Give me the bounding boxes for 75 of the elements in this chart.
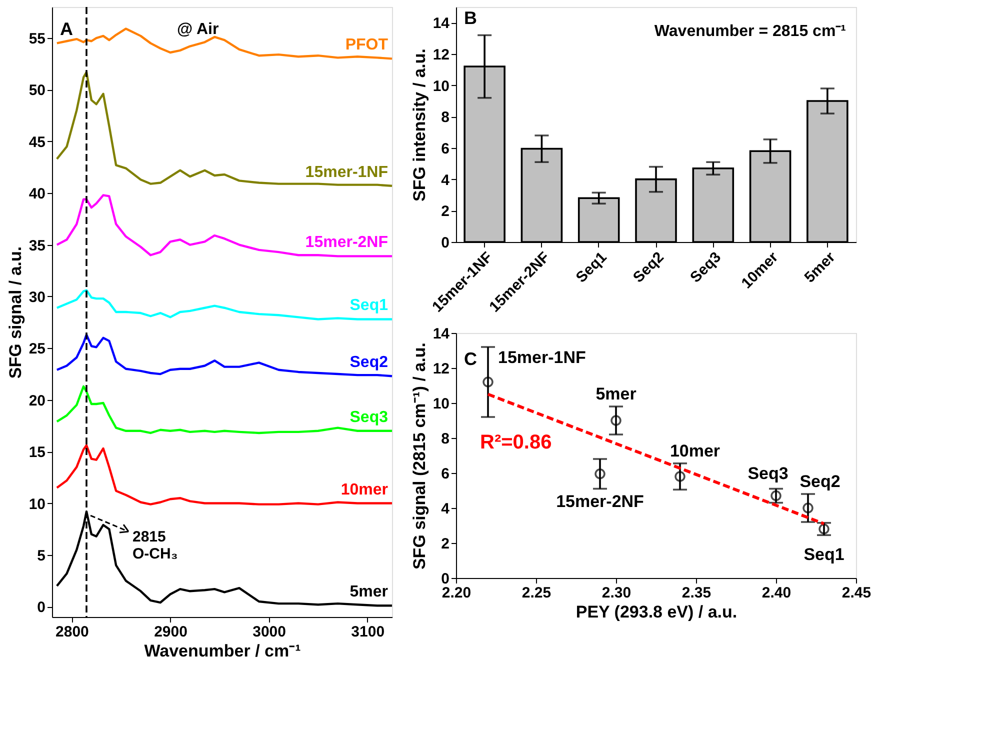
- y-tick-label: 8: [441, 109, 450, 126]
- y-tick-label: 12: [432, 46, 450, 64]
- y-tick-label: 10: [432, 396, 450, 412]
- y-tick-label: 15: [28, 444, 46, 462]
- annotation: Seq1: [804, 545, 844, 564]
- y-tick-label: 55: [28, 30, 46, 48]
- x-tick-label: 2.40: [762, 584, 792, 602]
- line-series: [56, 385, 394, 434]
- x-tick-label: 2.35: [682, 584, 712, 602]
- point: [594, 468, 606, 480]
- annotation: C: [464, 349, 477, 369]
- x-tick-label: 2.30: [602, 584, 632, 602]
- y-tick-label: 0: [441, 234, 450, 252]
- point: [802, 502, 814, 514]
- y-tick-label: 4: [441, 172, 450, 189]
- y-tick-label: 10: [28, 496, 46, 513]
- annotation: @ Air: [177, 21, 219, 38]
- annotation: 15mer-1NF: [498, 348, 586, 367]
- line-series: [56, 289, 394, 320]
- x-tick-label: 2.45: [842, 584, 872, 602]
- y-tick-label: 40: [28, 186, 46, 203]
- series-label: 15mer-2NF: [305, 234, 388, 252]
- x-tick-label: 2800: [56, 624, 89, 640]
- y-axis-title: SFG intensity / a.u.: [410, 48, 429, 202]
- annotation: 2815 O-CH₃: [132, 528, 178, 563]
- x-tick-label: 2.25: [522, 584, 552, 602]
- series-label: Seq2: [350, 354, 388, 372]
- annotation: B: [464, 8, 477, 28]
- series-label: PFOT: [345, 36, 388, 54]
- point: [674, 471, 686, 482]
- annotation: Wavenumber = 2815 cm⁻¹: [654, 23, 846, 40]
- y-tick-label: 14: [432, 15, 450, 32]
- annotation: 10mer: [670, 442, 720, 460]
- line-series: [56, 71, 394, 187]
- y-tick-label: 50: [28, 82, 46, 100]
- y-tick-label: 14: [432, 326, 450, 342]
- line-series: [56, 334, 394, 378]
- y-tick-label: 5: [37, 547, 46, 564]
- series-label: 10mer: [340, 481, 388, 498]
- y-tick-label: 20: [28, 392, 46, 410]
- y-tick-label: 0: [441, 570, 450, 588]
- y-tick-label: 35: [28, 237, 46, 254]
- annotation: 5mer: [596, 384, 637, 404]
- y-tick-label: 10: [432, 78, 450, 95]
- y-tick-label: 6: [441, 466, 450, 482]
- y-axis-title: SFG signal / a.u.: [6, 246, 25, 379]
- y-tick-label: 0: [37, 599, 46, 616]
- x-axis-title: Wavenumber / cm⁻¹: [144, 642, 302, 660]
- annotation: 15mer-2NF: [556, 492, 644, 511]
- x-tick-label: 2900: [154, 624, 188, 640]
- point: [770, 490, 782, 502]
- x-axis-title: PEY (293.8 eV) / a.u.: [576, 602, 738, 622]
- y-tick-label: 2: [441, 203, 450, 220]
- series-label: Seq3: [350, 408, 388, 426]
- y-tick-label: 2: [441, 536, 450, 552]
- y-tick-label: 30: [28, 288, 46, 306]
- line-series: [56, 444, 394, 506]
- annotation: A: [60, 19, 73, 39]
- y-tick-label: 8: [441, 430, 450, 448]
- y-axis-title: SFG signal (2815 cm⁻¹) / a.u.: [410, 342, 429, 570]
- series-label: R²=0.86: [480, 431, 552, 454]
- y-tick-label: 12: [432, 360, 450, 378]
- series-label: 15mer-1NF: [305, 164, 388, 181]
- y-tick-label: 6: [441, 140, 450, 158]
- y-tick-label: 25: [28, 340, 46, 358]
- x-tick-label: 3100: [351, 624, 385, 640]
- y-tick-label: 4: [441, 500, 450, 518]
- x-tick-label: 2.20: [442, 584, 472, 602]
- annotation: Seq3: [748, 464, 788, 483]
- annotation: Seq2: [800, 472, 840, 491]
- y-tick-label: 45: [28, 134, 46, 151]
- point: [610, 415, 622, 426]
- line-series: [56, 194, 394, 258]
- x-tick-label: 3000: [252, 624, 286, 640]
- point: [482, 376, 494, 388]
